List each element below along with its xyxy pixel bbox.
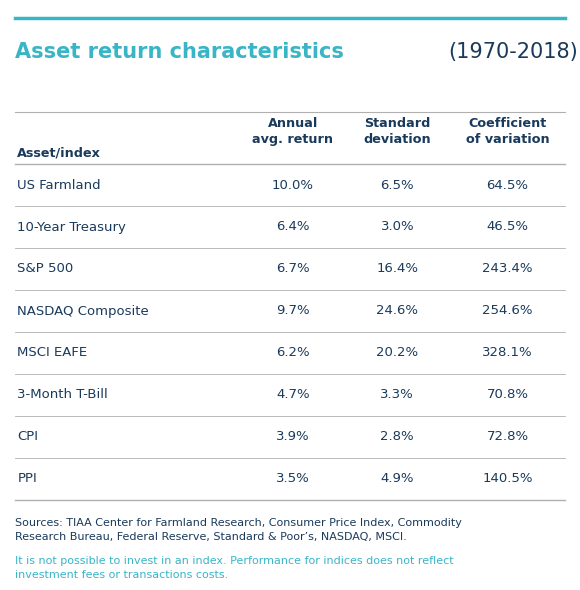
Text: Coefficient
of variation: Coefficient of variation (466, 117, 549, 146)
Text: 46.5%: 46.5% (487, 221, 528, 234)
Text: Asset return characteristics: Asset return characteristics (15, 42, 351, 62)
Text: (1970-2018): (1970-2018) (449, 42, 578, 62)
Text: 3.3%: 3.3% (380, 388, 414, 402)
Text: 9.7%: 9.7% (276, 304, 310, 317)
Text: 16.4%: 16.4% (376, 263, 418, 276)
Text: PPI: PPI (17, 473, 37, 486)
Text: S&P 500: S&P 500 (17, 263, 74, 276)
Text: 243.4%: 243.4% (482, 263, 533, 276)
Text: 328.1%: 328.1% (482, 346, 533, 359)
Text: 20.2%: 20.2% (376, 346, 418, 359)
Text: 254.6%: 254.6% (482, 304, 533, 317)
Text: 10.0%: 10.0% (272, 179, 314, 192)
Text: Asset/index: Asset/index (17, 147, 102, 160)
Text: 64.5%: 64.5% (487, 179, 528, 192)
Text: 3-Month T-Bill: 3-Month T-Bill (17, 388, 108, 402)
Text: 2.8%: 2.8% (380, 431, 414, 444)
Text: Annual
avg. return: Annual avg. return (252, 117, 334, 146)
Text: 6.4%: 6.4% (276, 221, 310, 234)
Text: Sources: TIAA Center for Farmland Research, Consumer Price Index, Commodity
Rese: Sources: TIAA Center for Farmland Resear… (15, 518, 462, 542)
Text: 6.5%: 6.5% (380, 179, 414, 192)
Text: CPI: CPI (17, 431, 38, 444)
Text: 24.6%: 24.6% (376, 304, 418, 317)
Text: 3.0%: 3.0% (380, 221, 414, 234)
Text: 72.8%: 72.8% (487, 431, 528, 444)
Text: 10-Year Treasury: 10-Year Treasury (17, 221, 126, 234)
Text: Standard
deviation: Standard deviation (364, 117, 431, 146)
Text: 3.9%: 3.9% (276, 431, 310, 444)
Text: 4.9%: 4.9% (380, 473, 414, 486)
Text: 70.8%: 70.8% (487, 388, 528, 402)
Text: 6.2%: 6.2% (276, 346, 310, 359)
Text: It is not possible to invest in an index. Performance for indices does not refle: It is not possible to invest in an index… (15, 556, 454, 580)
Text: NASDAQ Composite: NASDAQ Composite (17, 304, 149, 317)
Text: 6.7%: 6.7% (276, 263, 310, 276)
Text: 4.7%: 4.7% (276, 388, 310, 402)
Text: MSCI EAFE: MSCI EAFE (17, 346, 88, 359)
Text: 140.5%: 140.5% (482, 473, 533, 486)
Text: US Farmland: US Farmland (17, 179, 101, 192)
Text: 3.5%: 3.5% (276, 473, 310, 486)
